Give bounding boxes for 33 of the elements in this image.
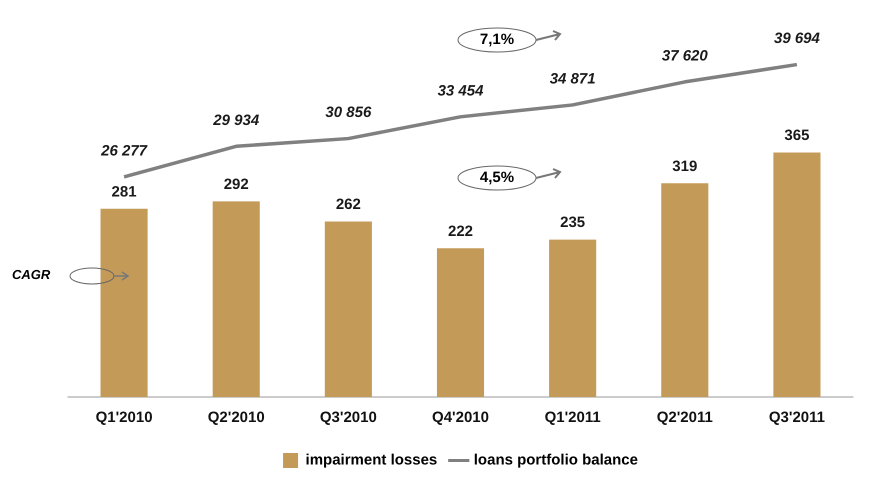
- data-label: 292: [224, 176, 249, 194]
- data-label: 30 856: [325, 104, 372, 122]
- data-label: 29 934: [212, 112, 260, 129]
- data-label: 37 620: [662, 48, 708, 65]
- x-tick-label: Q4'2010: [432, 409, 489, 426]
- data-label: 222: [448, 222, 474, 240]
- legend-label: impairment losses: [306, 452, 438, 469]
- text: 7,1%: [478, 31, 516, 48]
- data-label: 281: [112, 183, 137, 200]
- text: CAGR: [12, 267, 50, 282]
- data-label: 235: [560, 214, 586, 232]
- legend-label: loans portfolio balance: [474, 452, 638, 469]
- data-label: 34 871: [550, 70, 596, 88]
- x-tick-label: Q1'2011: [544, 409, 601, 426]
- data-label: 26 277: [100, 142, 148, 160]
- annotation: 4,5%: [478, 169, 516, 186]
- bar: [100, 208, 148, 397]
- x-tick-label: Q2'2010: [208, 409, 265, 426]
- bar: [324, 221, 372, 397]
- bar: [661, 183, 708, 397]
- x-tick-label: Q1'2010: [96, 409, 153, 426]
- x-tick-label: Q2'2011: [656, 409, 713, 426]
- bar: [773, 152, 820, 397]
- bar: [549, 240, 596, 397]
- x-tick-label: Q3'2011: [768, 409, 825, 426]
- bar: [436, 248, 484, 397]
- data-label: 33 454: [438, 82, 484, 100]
- data-label: 262: [336, 196, 361, 214]
- data-label: 39 694: [774, 30, 821, 48]
- data-label: 365: [784, 127, 810, 144]
- x-tick-label: Q3'2010: [320, 409, 377, 426]
- data-label: 319: [672, 158, 698, 175]
- bar: [212, 201, 260, 397]
